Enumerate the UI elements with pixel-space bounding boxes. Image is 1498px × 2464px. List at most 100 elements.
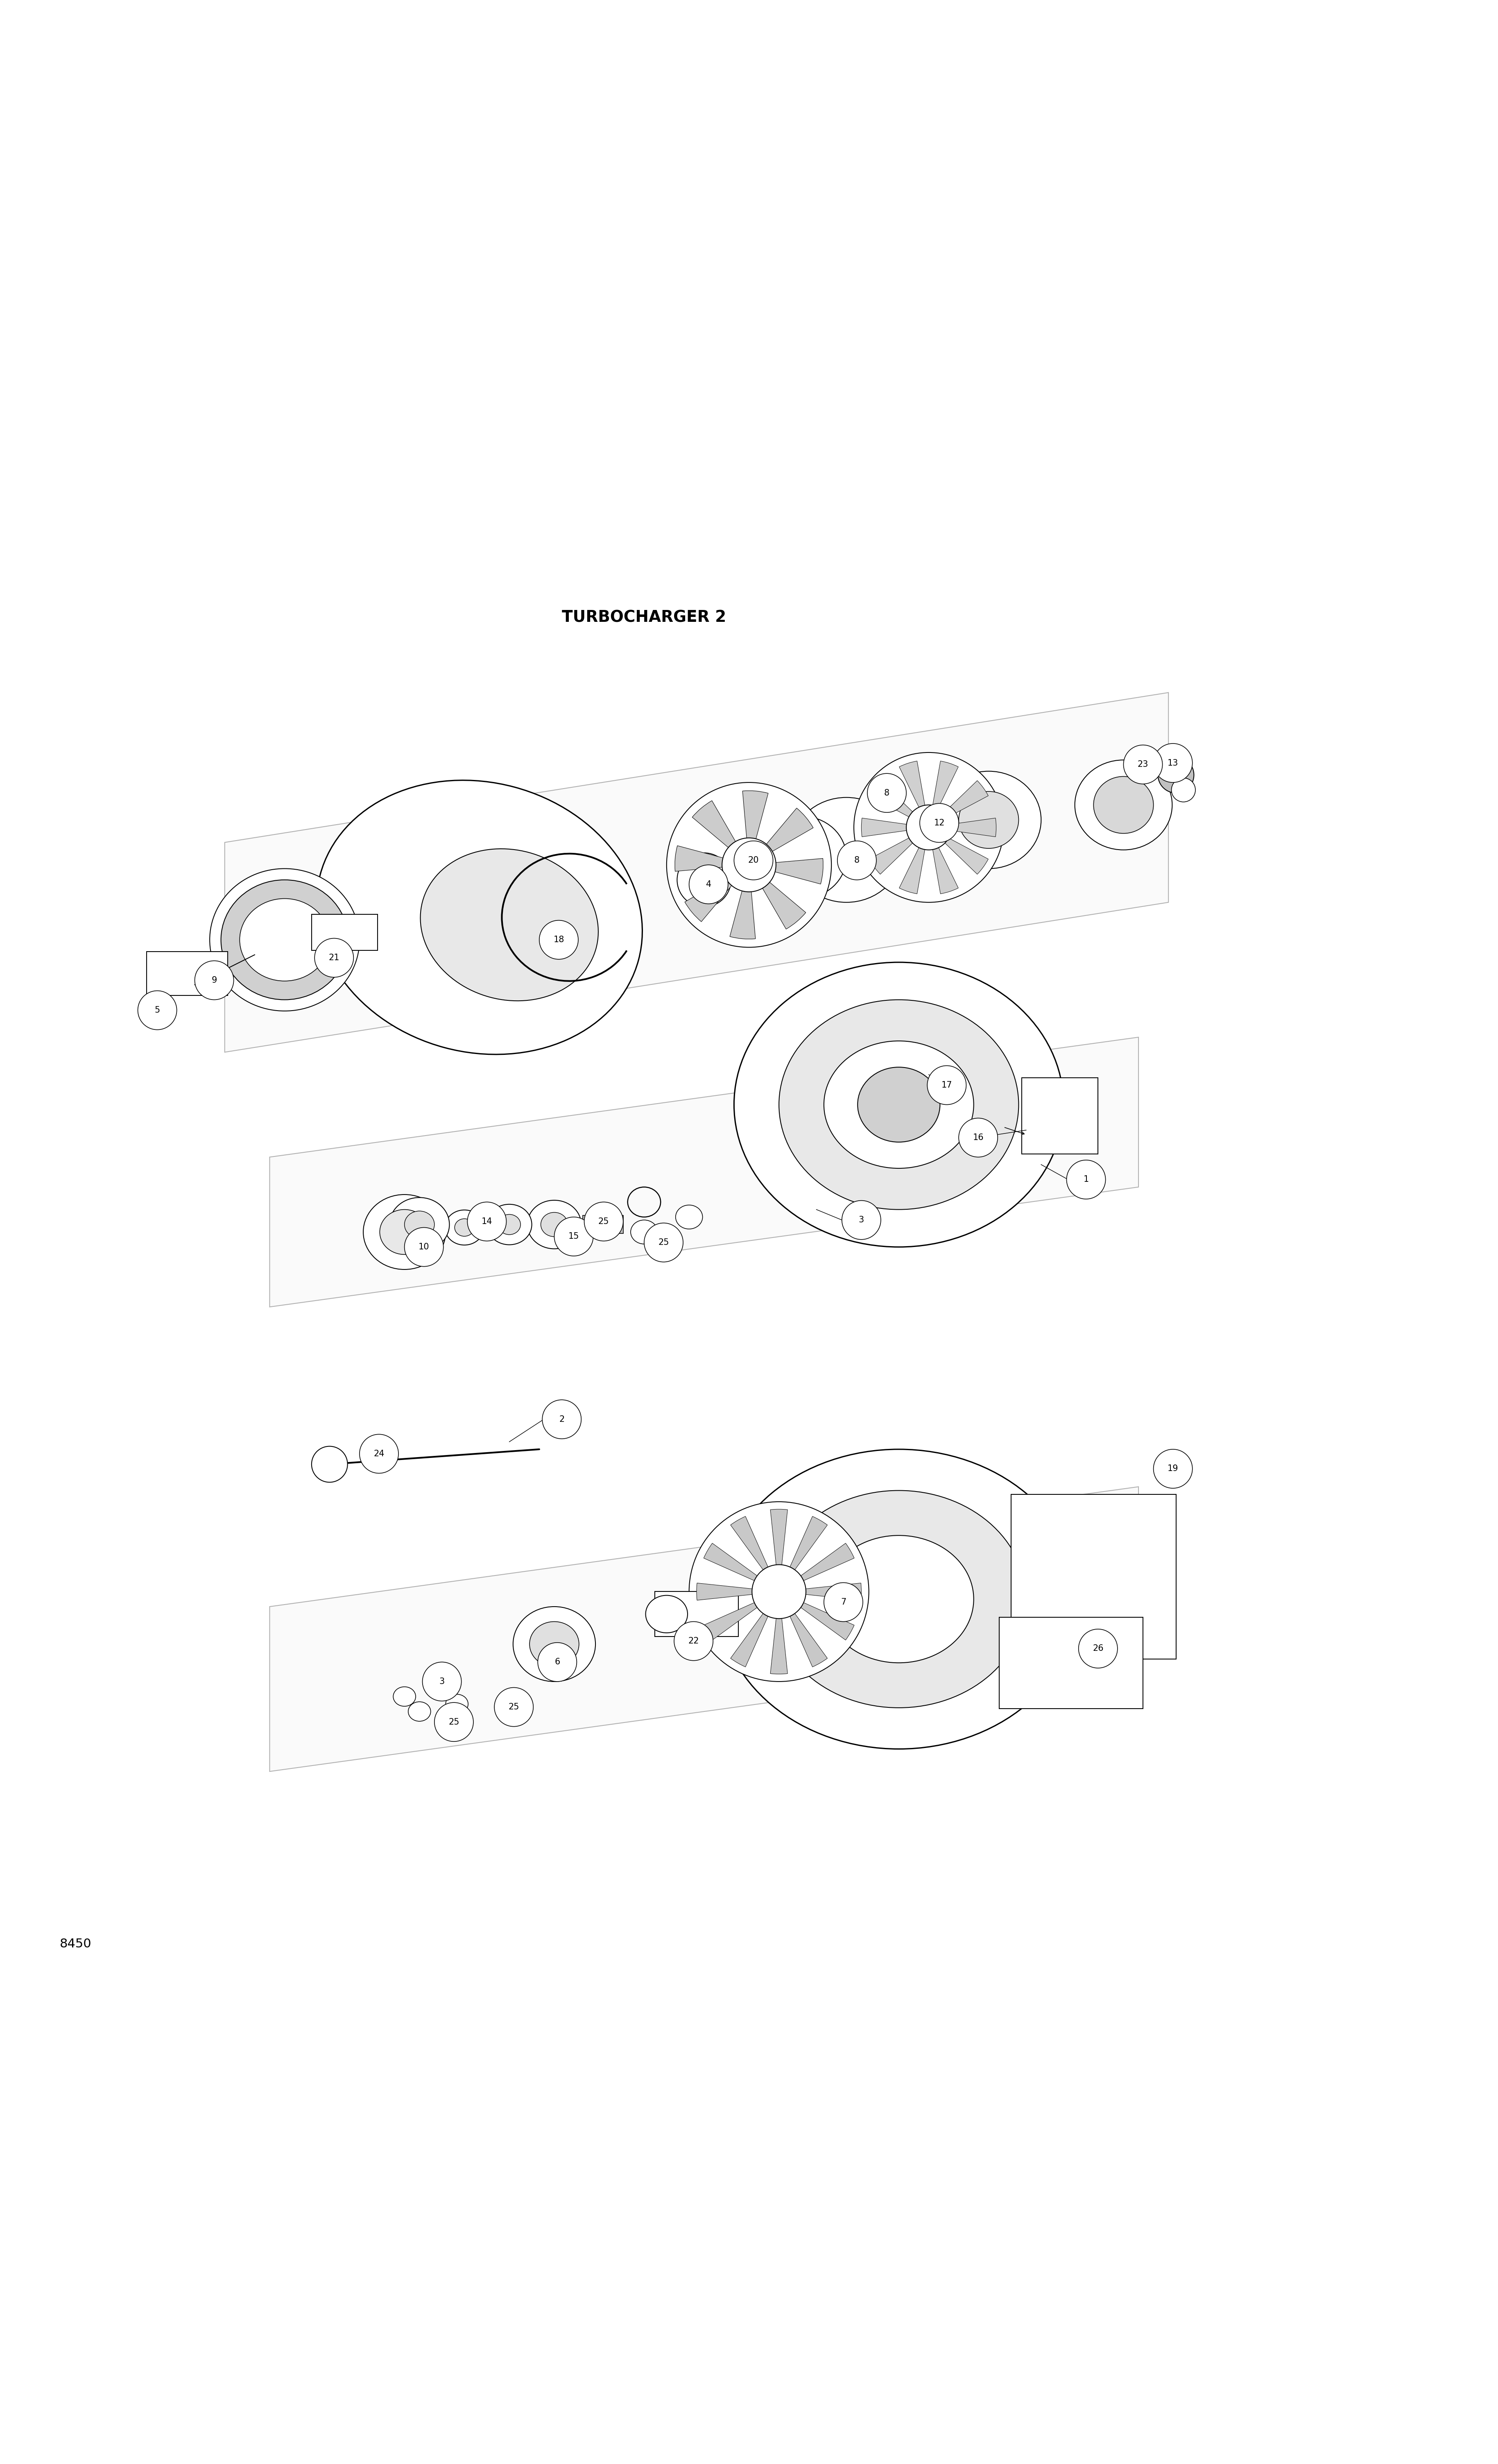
Wedge shape [697, 1582, 779, 1599]
Wedge shape [770, 1592, 788, 1673]
Ellipse shape [497, 1215, 521, 1234]
Ellipse shape [380, 1210, 428, 1254]
Wedge shape [704, 1592, 779, 1641]
Circle shape [1124, 744, 1162, 784]
Text: 20: 20 [748, 857, 759, 865]
Wedge shape [704, 1542, 779, 1592]
Circle shape [315, 939, 354, 978]
Wedge shape [779, 1592, 827, 1668]
FancyBboxPatch shape [312, 914, 377, 951]
Ellipse shape [959, 791, 1019, 848]
Circle shape [360, 1434, 398, 1473]
Text: 23: 23 [1137, 761, 1149, 769]
Text: 8: 8 [854, 857, 860, 865]
Circle shape [312, 1446, 348, 1483]
Circle shape [1153, 1449, 1192, 1488]
Circle shape [842, 1200, 881, 1239]
Circle shape [195, 961, 234, 1000]
Text: 8450: 8450 [60, 1937, 91, 1949]
Wedge shape [749, 857, 822, 885]
Text: 7: 7 [840, 1599, 846, 1607]
Text: 25: 25 [658, 1239, 670, 1247]
Text: 14: 14 [481, 1217, 493, 1225]
Wedge shape [929, 761, 959, 828]
Ellipse shape [487, 1205, 532, 1244]
Ellipse shape [530, 1621, 578, 1666]
Circle shape [1153, 744, 1192, 784]
Circle shape [644, 1222, 683, 1262]
Ellipse shape [455, 1220, 473, 1237]
Ellipse shape [646, 1594, 688, 1634]
Circle shape [554, 1217, 593, 1257]
Text: 16: 16 [972, 1133, 984, 1141]
Text: 15: 15 [568, 1232, 580, 1239]
Wedge shape [770, 1510, 788, 1592]
Text: 26: 26 [1092, 1643, 1104, 1653]
Circle shape [674, 1621, 713, 1661]
Circle shape [1079, 1629, 1118, 1668]
FancyBboxPatch shape [1011, 1493, 1176, 1658]
Wedge shape [929, 828, 989, 875]
Ellipse shape [445, 1210, 484, 1244]
Ellipse shape [547, 1414, 577, 1439]
Circle shape [404, 1227, 443, 1266]
Text: 8: 8 [884, 788, 890, 796]
Text: 1: 1 [1083, 1175, 1089, 1183]
Text: 2: 2 [559, 1414, 565, 1424]
Text: 25: 25 [448, 1717, 460, 1727]
Wedge shape [861, 818, 929, 838]
FancyBboxPatch shape [999, 1616, 1143, 1708]
Wedge shape [676, 845, 749, 872]
Ellipse shape [446, 1695, 467, 1715]
Circle shape [867, 774, 906, 813]
Ellipse shape [240, 899, 330, 981]
Text: 17: 17 [941, 1082, 953, 1089]
Wedge shape [685, 865, 749, 922]
Text: TURBOCHARGER 2: TURBOCHARGER 2 [562, 611, 727, 626]
Circle shape [927, 1064, 966, 1104]
Circle shape [539, 922, 578, 958]
Wedge shape [730, 865, 755, 939]
Wedge shape [749, 808, 813, 865]
Circle shape [467, 1202, 506, 1242]
FancyBboxPatch shape [655, 1592, 739, 1636]
Text: 19: 19 [1167, 1464, 1179, 1473]
Ellipse shape [857, 1067, 939, 1143]
Ellipse shape [512, 1607, 596, 1680]
Circle shape [494, 1688, 533, 1727]
Wedge shape [869, 828, 929, 875]
Ellipse shape [676, 1205, 703, 1230]
Circle shape [584, 1202, 623, 1242]
Circle shape [538, 1643, 577, 1680]
Ellipse shape [407, 1703, 431, 1722]
Polygon shape [225, 692, 1168, 1052]
Wedge shape [731, 1592, 779, 1668]
Ellipse shape [779, 1000, 1019, 1210]
Wedge shape [869, 781, 929, 828]
Circle shape [689, 1501, 869, 1680]
Wedge shape [779, 1542, 854, 1592]
Circle shape [722, 838, 776, 892]
Text: 6: 6 [554, 1658, 560, 1666]
Ellipse shape [824, 1535, 974, 1663]
Ellipse shape [210, 870, 360, 1010]
Circle shape [959, 1119, 998, 1158]
Wedge shape [692, 801, 749, 865]
Circle shape [824, 1582, 863, 1621]
Ellipse shape [316, 781, 643, 1055]
Text: 22: 22 [688, 1636, 700, 1646]
Text: 18: 18 [553, 936, 565, 944]
FancyBboxPatch shape [583, 1215, 623, 1234]
Text: 25: 25 [598, 1217, 610, 1225]
Ellipse shape [541, 1212, 568, 1237]
Text: 9: 9 [211, 976, 217, 983]
Polygon shape [270, 1037, 1138, 1306]
Wedge shape [731, 1515, 779, 1592]
Text: 4: 4 [706, 880, 712, 890]
Circle shape [752, 1565, 806, 1619]
Wedge shape [749, 865, 806, 929]
Ellipse shape [936, 771, 1041, 870]
Ellipse shape [1094, 776, 1153, 833]
Ellipse shape [404, 1210, 434, 1237]
Circle shape [677, 853, 731, 907]
